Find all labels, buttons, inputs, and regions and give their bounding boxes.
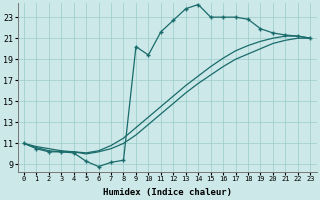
X-axis label: Humidex (Indice chaleur): Humidex (Indice chaleur) xyxy=(103,188,232,197)
